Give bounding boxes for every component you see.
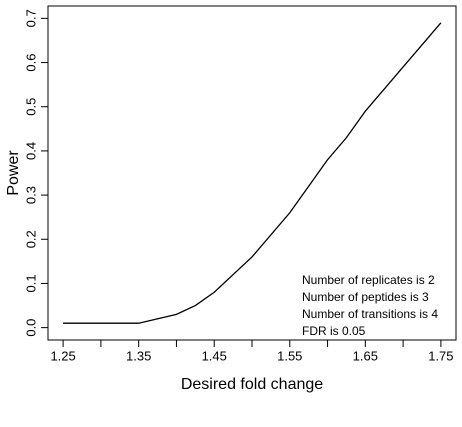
x-tick-label: 1.25 [50, 348, 75, 363]
y-tick-label: 0.2 [23, 230, 38, 248]
annotation: Number of peptides is 3 [302, 290, 429, 304]
annotation: FDR is 0.05 [302, 324, 366, 338]
y-tick-label: 0.4 [23, 142, 38, 160]
y-tick-label: 0.5 [23, 98, 38, 116]
annotation: Number of replicates is 2 [302, 273, 435, 287]
x-tick-label: 1.65 [353, 348, 378, 363]
x-tick-label: 1.45 [202, 348, 227, 363]
y-tick-label: 0.3 [23, 186, 38, 204]
x-axis-label: Desired fold change [181, 376, 323, 393]
x-tick-label: 1.55 [277, 348, 302, 363]
y-tick-label: 0.7 [23, 9, 38, 27]
line [63, 22, 442, 324]
x-tick-label: 1.35 [126, 348, 151, 363]
y-tick-label: 0.0 [23, 319, 38, 337]
annotation: Number of transitions is 4 [302, 307, 438, 321]
x-tick-label: 1.75 [428, 348, 453, 363]
y-tick-label: 0.1 [23, 274, 38, 292]
y-axis-label: Power [5, 150, 22, 196]
y-tick-label: 0.6 [23, 54, 38, 72]
